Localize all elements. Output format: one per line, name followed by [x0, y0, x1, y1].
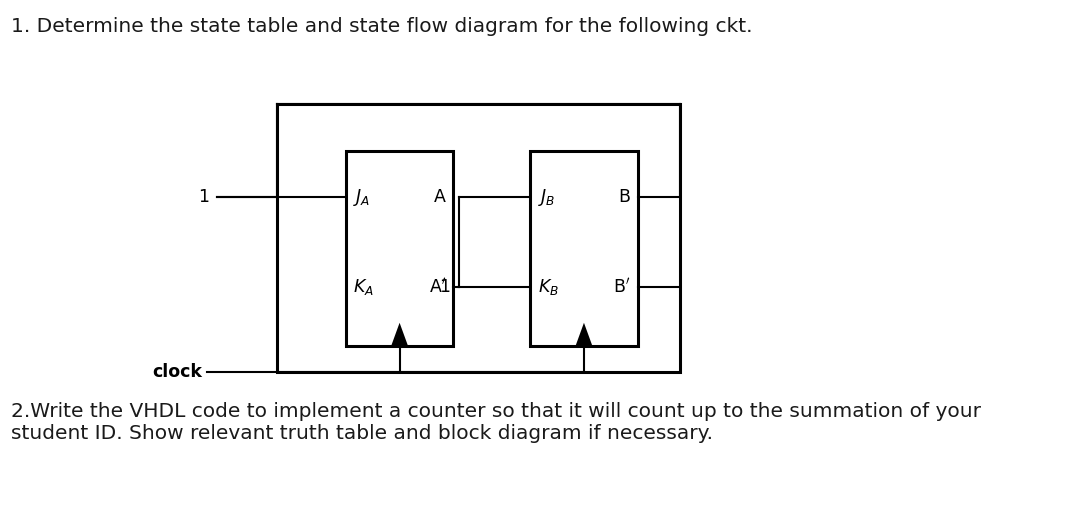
Polygon shape — [391, 323, 408, 346]
Text: 1: 1 — [198, 188, 210, 206]
Text: $K_A$: $K_A$ — [353, 277, 374, 297]
Text: A$'$: A$'$ — [429, 278, 446, 297]
Text: 1: 1 — [440, 278, 450, 296]
Text: clock: clock — [152, 362, 203, 381]
Bar — [530, 150, 638, 346]
Bar — [346, 150, 454, 346]
Text: B$'$: B$'$ — [613, 278, 631, 297]
Text: $K_B$: $K_B$ — [538, 277, 558, 297]
Bar — [278, 104, 680, 372]
Text: $J_B$: $J_B$ — [538, 187, 555, 208]
Polygon shape — [576, 323, 592, 346]
Text: $J_A$: $J_A$ — [353, 187, 370, 208]
Text: B: B — [618, 188, 631, 206]
Text: 2.Write the VHDL code to implement a counter so that it will count up to the sum: 2.Write the VHDL code to implement a cou… — [11, 402, 981, 444]
Text: 1. Determine the state table and state flow diagram for the following ckt.: 1. Determine the state table and state f… — [11, 17, 753, 36]
Text: A: A — [434, 188, 446, 206]
